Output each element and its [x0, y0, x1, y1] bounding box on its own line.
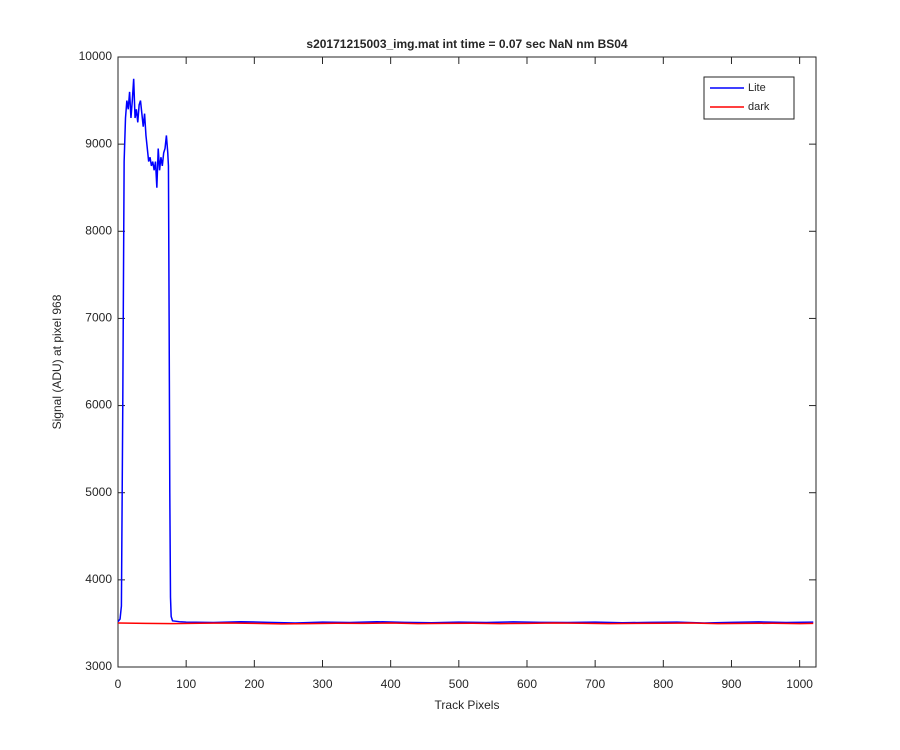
y-tick-label: 3000	[85, 659, 112, 673]
x-tick-label: 300	[312, 677, 332, 691]
x-axis-label: Track Pixels	[435, 698, 500, 712]
x-tick-label: 600	[517, 677, 537, 691]
plot-box	[117, 56, 817, 668]
legend-label: Lite	[748, 82, 766, 94]
y-tick-label: 10000	[79, 49, 113, 63]
y-tick-label: 7000	[85, 311, 112, 325]
chart-title: s20171215003_img.mat int time = 0.07 sec…	[306, 37, 628, 51]
y-axis-label: Signal (ADU) at pixel 968	[50, 294, 64, 429]
y-tick-label: 6000	[85, 398, 112, 412]
y-tick-label: 4000	[85, 572, 112, 586]
y-tick-label: 5000	[85, 485, 112, 499]
data-line	[117, 78, 814, 624]
x-tick-label: 900	[721, 677, 741, 691]
y-tick-label: 8000	[85, 223, 112, 237]
x-tick-label: 100	[176, 677, 196, 691]
x-tick-label: 1000	[786, 677, 813, 691]
x-tick-label: 700	[585, 677, 605, 691]
y-tick-label: 9000	[85, 136, 112, 150]
x-tick-label: 400	[381, 677, 401, 691]
x-tick-label: 0	[115, 677, 122, 691]
x-tick-label: 800	[653, 677, 673, 691]
legend-box	[703, 76, 795, 120]
x-tick-label: 500	[449, 677, 469, 691]
data-line	[117, 622, 814, 625]
x-tick-label: 200	[244, 677, 264, 691]
legend-label: dark	[748, 101, 770, 113]
